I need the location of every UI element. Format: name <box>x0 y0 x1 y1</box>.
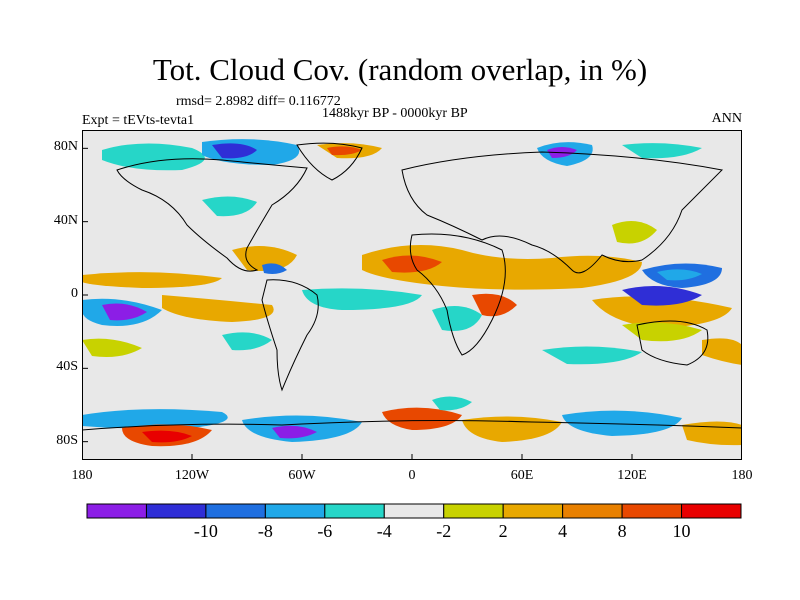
anomaly-patches <box>82 139 742 447</box>
patch <box>102 143 205 171</box>
colorbar-label: -8 <box>257 521 273 541</box>
colorbar-swatch <box>383 503 445 519</box>
coast-north-america <box>116 158 308 272</box>
colorbar-swatch <box>205 503 266 519</box>
patch <box>262 263 287 274</box>
colorbar-swatch <box>562 503 623 519</box>
x-tick-label: 60W <box>288 468 316 483</box>
coast-africa <box>409 233 506 356</box>
x-tick-label: 120W <box>174 468 210 483</box>
colorbar-swatch <box>145 503 207 519</box>
colorbar-label: 10 <box>672 521 691 541</box>
period-text: 1488kyr BP - 0000kyr BP <box>322 106 468 121</box>
coast-south-america <box>261 279 319 392</box>
patch <box>432 306 482 331</box>
x-tick-label: 120E <box>617 468 647 483</box>
x-tick-label: 180 <box>731 468 753 483</box>
colorbar-label: 8 <box>617 521 627 541</box>
patch <box>462 416 562 442</box>
patch <box>562 410 682 436</box>
colorbar <box>86 503 742 519</box>
colorbar-label: -10 <box>193 521 218 541</box>
patch <box>302 288 422 310</box>
colorbar-swatch <box>443 503 504 519</box>
patch <box>612 221 657 244</box>
patch <box>592 296 732 328</box>
patch <box>222 332 272 351</box>
colorbar-swatch <box>621 503 683 519</box>
patch <box>212 143 257 159</box>
patch <box>657 269 702 281</box>
colorbar-swatch <box>502 503 564 519</box>
colorbar-label: 2 <box>498 521 508 541</box>
coast-eurasia <box>401 151 724 274</box>
x-tick-label: 60E <box>510 468 534 483</box>
world-map <box>82 130 742 460</box>
stats-text: rmsd= 2.8982 diff= 0.116772 <box>176 94 341 109</box>
patch <box>432 396 472 411</box>
x-tick-label: 180 <box>71 468 93 483</box>
patch <box>542 346 642 365</box>
colorbar-swatch <box>324 503 385 519</box>
axis-ticks <box>82 147 742 460</box>
experiment-label: Expt = tEVts-tevta1 <box>82 113 195 128</box>
patch <box>382 407 462 430</box>
y-tick-label: 80N <box>53 139 78 155</box>
y-tick-label: 80S <box>56 432 78 448</box>
coast-australia <box>636 320 709 366</box>
coastlines <box>82 142 742 431</box>
colorbar-label: -2 <box>436 521 452 541</box>
patch <box>162 295 274 322</box>
colorbar-swatch <box>681 503 742 519</box>
patch <box>202 196 257 217</box>
patch <box>472 293 517 317</box>
patch <box>82 409 228 429</box>
y-tick-label: 40S <box>56 359 78 375</box>
patch <box>272 425 317 439</box>
patch <box>232 246 297 271</box>
plot-title: Tot. Cloud Cov. (random overlap, in %) <box>152 52 648 87</box>
season-label: ANN <box>711 111 742 126</box>
colorbar-swatch <box>264 503 326 519</box>
patch <box>622 286 702 306</box>
patch <box>622 322 702 342</box>
y-tick-label: 40N <box>53 212 78 228</box>
patch <box>382 255 442 273</box>
patch <box>622 143 702 159</box>
patch <box>82 272 222 288</box>
x-tick-label: 0 <box>408 468 416 483</box>
patch <box>327 146 362 156</box>
patch <box>362 245 642 290</box>
colorbar-label: 4 <box>558 521 568 541</box>
colorbar-label: -4 <box>376 521 392 541</box>
patch <box>142 430 192 443</box>
coast-greenland <box>296 142 363 181</box>
patch <box>702 338 742 365</box>
patch <box>102 303 147 321</box>
y-tick-label: 0 <box>71 286 78 301</box>
colorbar-swatch <box>86 503 147 519</box>
colorbar-label: -6 <box>317 521 333 541</box>
patch <box>82 338 142 357</box>
coast-antarctica <box>82 420 742 431</box>
